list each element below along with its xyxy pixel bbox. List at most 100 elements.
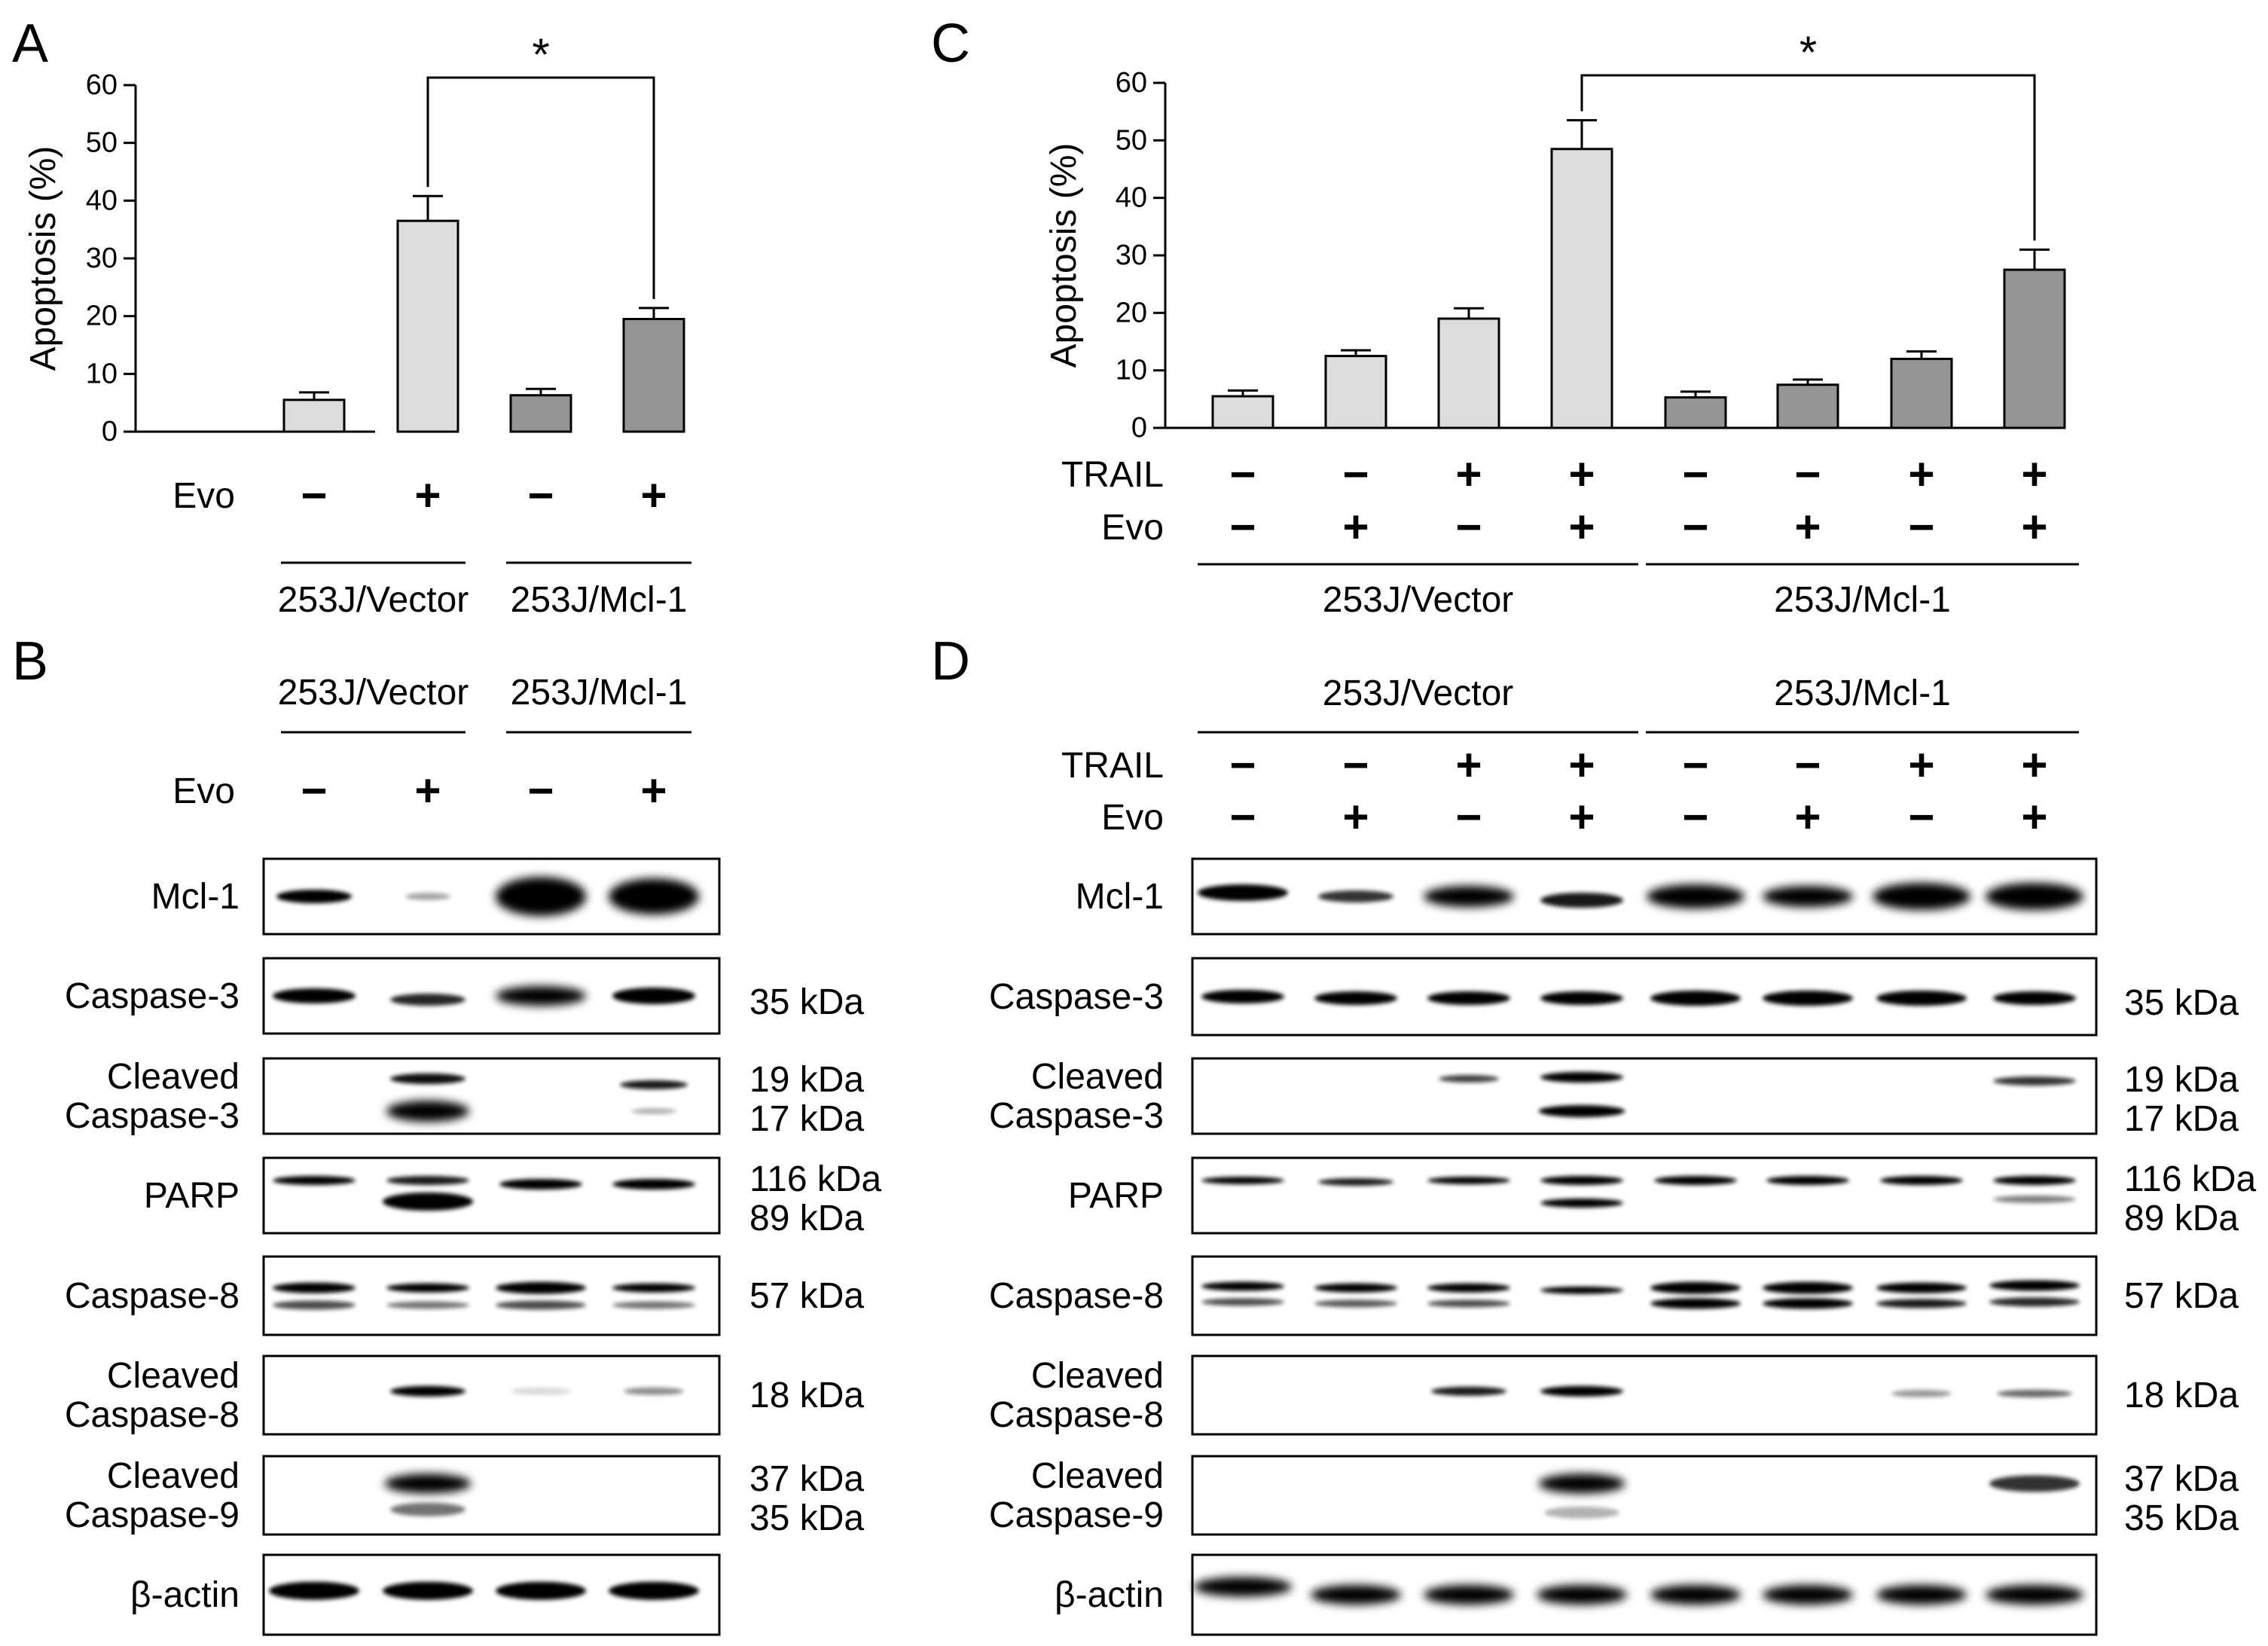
blot-band [383,1581,473,1600]
kda-label: 37 kDa [749,1459,864,1499]
blot-band [386,1176,469,1185]
protein-label: Cleaved [1031,1057,1164,1097]
blot-band [1538,1105,1625,1117]
blot-band [1540,1199,1623,1208]
significance-star: * [1799,27,1817,78]
blot-band [1650,1298,1741,1309]
blot-band [273,1300,356,1310]
blot-frame [1191,1455,2098,1536]
blot-band [386,1283,469,1293]
protein-label: Caspase-8 [989,1276,1164,1316]
blot-band [1540,1176,1623,1185]
bar [282,399,346,433]
protein-label: PARP [144,1176,240,1216]
y-tick-label: 60 [86,69,118,101]
plus-sign: + [1568,792,1595,842]
blot-band [1880,1176,1963,1185]
blot-band [1424,886,1514,907]
significance-bracket [426,76,655,299]
protein-label: Cleaved [1031,1456,1164,1496]
blot-band [1540,893,1623,908]
plus-sign: + [1794,502,1821,552]
blot-band [1201,1177,1284,1184]
protein-label: Mcl-1 [1076,877,1164,917]
blot-band [1654,1176,1737,1185]
plus-sign: + [640,765,667,816]
bar [622,318,685,433]
blot-band [1427,1299,1510,1308]
blot-frame [262,1354,721,1436]
protein-label: Cleaved [107,1057,240,1097]
bar [509,394,572,433]
blot-band [1431,1386,1506,1396]
minus-sign: − [1455,502,1482,552]
blot-band [269,1581,359,1600]
blot-band [1997,1389,2072,1397]
bar [1776,383,1839,429]
blot-frame [1191,1057,2098,1135]
treatment-label: Evo [172,771,235,811]
y-tick-label: 50 [1116,124,1147,156]
plus-sign: + [1455,449,1482,499]
blot-band [1540,991,1623,1006]
blot-band [1311,1585,1401,1605]
blot-band [496,1281,586,1294]
kda-label: 35 kDa [749,982,864,1022]
blot-band [276,890,352,903]
significance-bracket [1580,74,2036,241]
significance-star: * [532,29,549,80]
blot-band [1538,1473,1625,1494]
y-tick-label: 30 [1116,240,1147,271]
minus-sign: − [527,470,554,521]
y-tick-label: 60 [1116,67,1147,99]
blot-band [1540,1286,1623,1294]
treatment-label: TRAIL [1061,746,1164,786]
blot-band [1198,884,1288,901]
blot-frame [1191,1354,2098,1436]
blot-frame [262,1255,721,1336]
treatment-label: Evo [172,476,235,516]
blot-band [499,1179,582,1189]
minus-sign: − [1682,792,1708,842]
blot-band [273,1282,356,1293]
y-tick-label: 50 [86,127,118,159]
protein-label: Caspase-3 [989,1096,1164,1136]
minus-sign: − [1682,449,1708,499]
panel-letter-d: D [931,631,970,692]
protein-label: Caspase-3 [65,1096,240,1136]
minus-sign: − [301,765,327,816]
bar [2003,268,2066,429]
group-label: 253J/Mcl-1 [511,673,688,713]
blot-band [1427,1283,1510,1293]
blot-band [1650,991,1741,1006]
blot-band [1993,991,2076,1006]
treatment-label: Evo [1101,798,1164,838]
blot-band [383,1193,473,1211]
group-label: 253J/Mcl-1 [511,580,688,620]
kda-label: 19 kDa [749,1060,864,1100]
y-tick-label: 0 [102,416,118,447]
blot-band [1647,884,1744,909]
blot-band [1650,1585,1741,1605]
protein-label: Caspase-9 [989,1495,1164,1535]
blot-band [631,1108,676,1114]
y-axis-label: Apoptosis (%) [23,146,63,371]
blot-band [1540,1072,1623,1083]
blot-band [405,893,450,900]
y-tick-label: 0 [1131,412,1147,444]
panel-letter-b: B [12,631,48,692]
panel-letter-a: A [12,14,48,74]
kda-label: 17 kDa [749,1099,864,1139]
blot-band [1314,1283,1397,1293]
blot-frame [1191,1255,2098,1336]
minus-sign: − [1342,740,1369,790]
plus-sign: + [414,470,441,521]
blot-band [1891,1389,1952,1397]
blot-band [1537,1585,1627,1605]
blot-band [390,994,466,1006]
blot-band [1986,883,2083,910]
plus-sign: + [2021,502,2047,552]
